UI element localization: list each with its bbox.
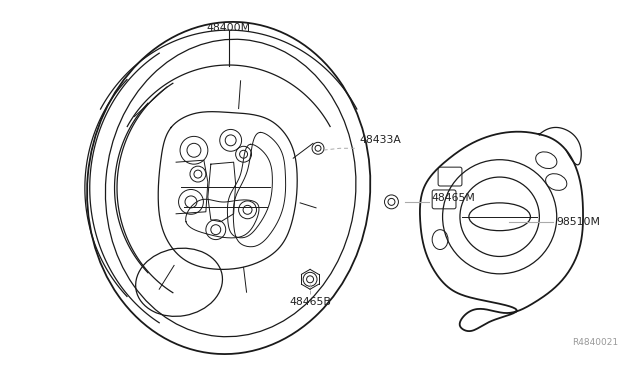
- Text: 48465M: 48465M: [431, 193, 475, 203]
- Text: 48465B: 48465B: [289, 297, 331, 307]
- Text: 48433A: 48433A: [360, 135, 401, 145]
- Text: 98510M: 98510M: [556, 217, 600, 227]
- Text: R4840021: R4840021: [572, 338, 618, 347]
- Text: 48400M: 48400M: [207, 23, 251, 33]
